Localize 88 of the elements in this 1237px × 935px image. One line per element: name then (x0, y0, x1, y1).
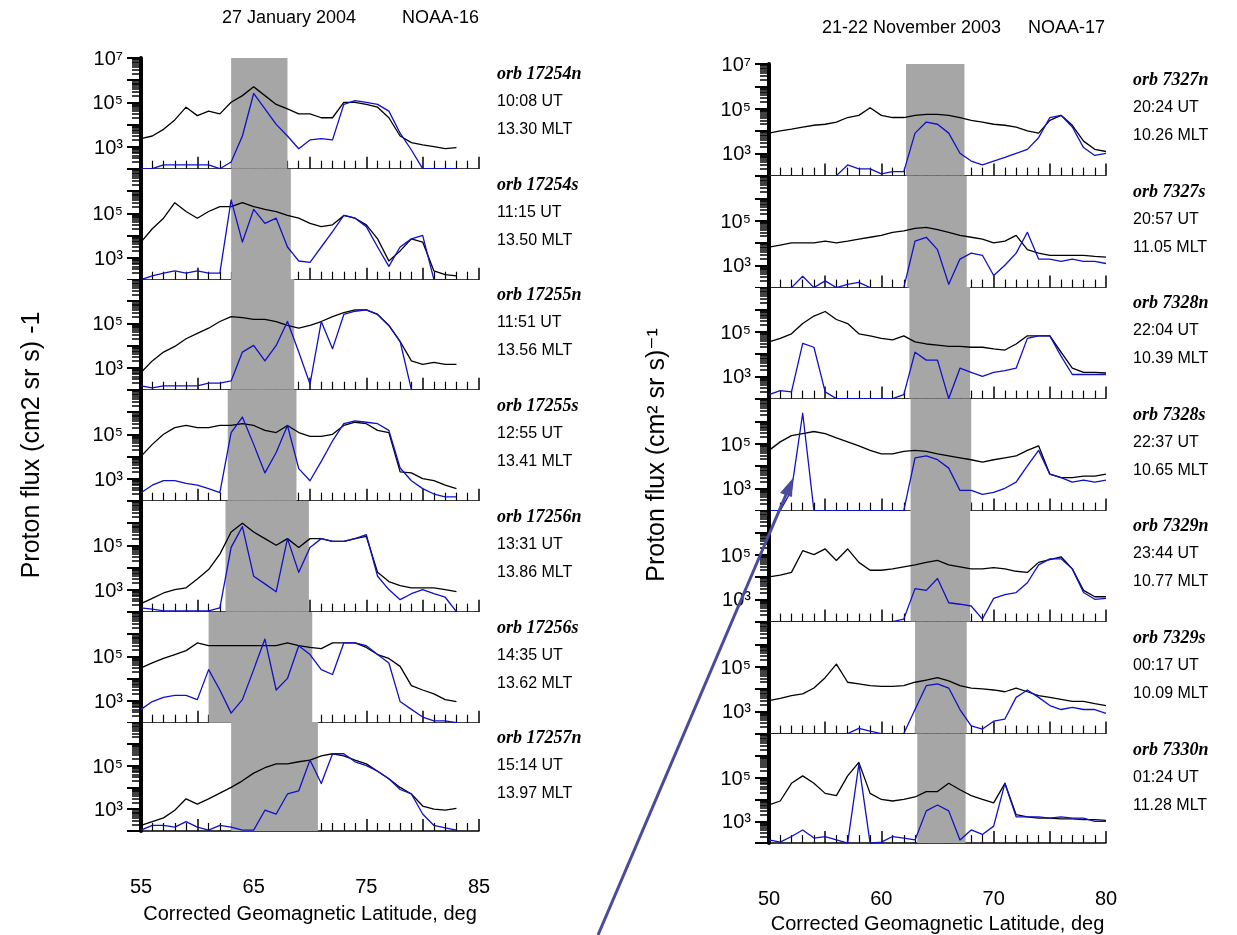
text: 11.05 MLT (1133, 237, 1208, 255)
text: 13.56 MLT (497, 340, 573, 358)
y-tick-label: 10⁵ (720, 97, 751, 120)
text: orb 17255s (497, 395, 579, 416)
y-tick-label: 10³ (722, 253, 752, 276)
text: orb 7328s (1133, 403, 1206, 424)
text: 11:15 UT (497, 202, 562, 220)
y-tick-label: 10⁵ (92, 754, 123, 777)
text: 22:04 UT (1133, 320, 1200, 338)
y-tick-label: 10³ (722, 809, 752, 832)
text: orb 7329s (1133, 627, 1206, 647)
text: 15:14 UT (497, 755, 564, 773)
x-tick-label: 70 (982, 886, 1005, 909)
text: 13.30 MLT (497, 119, 573, 137)
text: 10.09 MLT (1133, 683, 1209, 701)
x-tick-label: 55 (129, 875, 153, 898)
text: orb 7329n (1133, 515, 1209, 536)
y-tick-label: 10³ (722, 477, 752, 500)
text: 10.77 MLT (1133, 571, 1209, 589)
line-series (140, 92, 458, 169)
y-tick-label: 10⁵ (720, 766, 751, 789)
text: 20:57 UT (1133, 209, 1200, 227)
y-tick-label: 10⁵ (720, 432, 751, 455)
text: 13.97 MLT (497, 783, 573, 801)
text: 11:51 UT (497, 312, 562, 330)
y-tick-label: 10⁵ (720, 320, 751, 343)
y-tick-label: 10³ (94, 689, 124, 712)
x-axis-title: Corrected Geomagnetic Latitude, deg (143, 902, 477, 925)
text: orb 7327s (1133, 180, 1206, 201)
y-tick-label: 10⁵ (92, 644, 123, 667)
y-tick-label: 10⁷ (721, 53, 751, 75)
text: orb 17256s (497, 616, 579, 637)
text: 20:24 UT (1133, 97, 1200, 115)
y-tick-label: 10⁵ (92, 312, 123, 335)
y-tick-label: 10³ (94, 578, 124, 601)
text: 22:37 UT (1133, 432, 1200, 450)
text: 10.65 MLT (1133, 460, 1209, 478)
y-tick-label: 10⁵ (720, 544, 751, 567)
text: 10.39 MLT (1133, 348, 1209, 366)
text: 13.50 MLT (497, 230, 573, 248)
y-tick-label: 10⁵ (720, 655, 751, 678)
y-tick-label: 10⁵ (720, 209, 751, 232)
text: orb 17254n (497, 63, 582, 83)
text: orb 17256n (497, 505, 582, 526)
x-tick-label: 65 (242, 875, 265, 898)
y-tick-label: 10³ (722, 142, 752, 165)
y-tick-label: 10³ (722, 365, 752, 388)
x-tick-label: 75 (355, 875, 378, 898)
y-tick-label: 10⁵ (92, 423, 123, 446)
y-tick-label: 10³ (94, 356, 124, 379)
y-tick-label: 10³ (94, 798, 124, 821)
text: orb 17254s (497, 173, 579, 194)
y-axis-title: Proton flux (cm² sr s)⁻¹ (640, 327, 670, 582)
text: 01:24 UT (1133, 767, 1200, 785)
x-tick-label: 80 (1094, 886, 1118, 909)
x-axis-title: Corrected Geomagnetic Latitude, deg (770, 911, 1105, 934)
text: 12:55 UT (497, 423, 564, 441)
x-tick-label: 50 (757, 886, 781, 909)
text: 13.41 MLT (497, 451, 573, 469)
y-tick-label: 10³ (94, 135, 124, 158)
y-tick-label: 10³ (722, 700, 752, 723)
text: orb 7327n (1133, 69, 1209, 89)
y-tick-label: 10³ (94, 467, 124, 490)
y-axis-title: Proton flux (cm2 sr s) -1 (15, 312, 45, 579)
chart-title: 27 January 2004 (222, 7, 357, 27)
text: 13.62 MLT (497, 673, 573, 690)
text: 23:44 UT (1133, 543, 1200, 561)
text: 11.28 MLT (1133, 795, 1208, 813)
chart-subtitle: NOAA-16 (402, 7, 480, 27)
chart-title: 21-22 November 2003 (822, 17, 1002, 37)
y-tick-label: 10⁵ (92, 534, 123, 557)
y-tick-label: 10⁵ (92, 201, 123, 224)
text: orb 7330n (1133, 738, 1209, 759)
text: 14:35 UT (497, 645, 564, 662)
text: orb 17255n (497, 284, 582, 305)
y-tick-label: 10⁵ (92, 91, 123, 114)
text: orb 17257n (497, 727, 582, 748)
x-tick-label: 60 (870, 886, 893, 909)
text: 13:31 UT (497, 534, 564, 552)
x-tick-label: 85 (467, 875, 491, 898)
y-tick-label: 10³ (94, 246, 124, 269)
y-tick-label: 10⁷ (93, 47, 123, 69)
text: 10:08 UT (497, 91, 564, 109)
text: 10.26 MLT (1133, 125, 1209, 143)
text: orb 7328n (1133, 292, 1209, 313)
text: 13.86 MLT (497, 562, 573, 580)
text: 00:17 UT (1133, 655, 1200, 673)
chart-subtitle: NOAA-17 (1028, 17, 1106, 37)
